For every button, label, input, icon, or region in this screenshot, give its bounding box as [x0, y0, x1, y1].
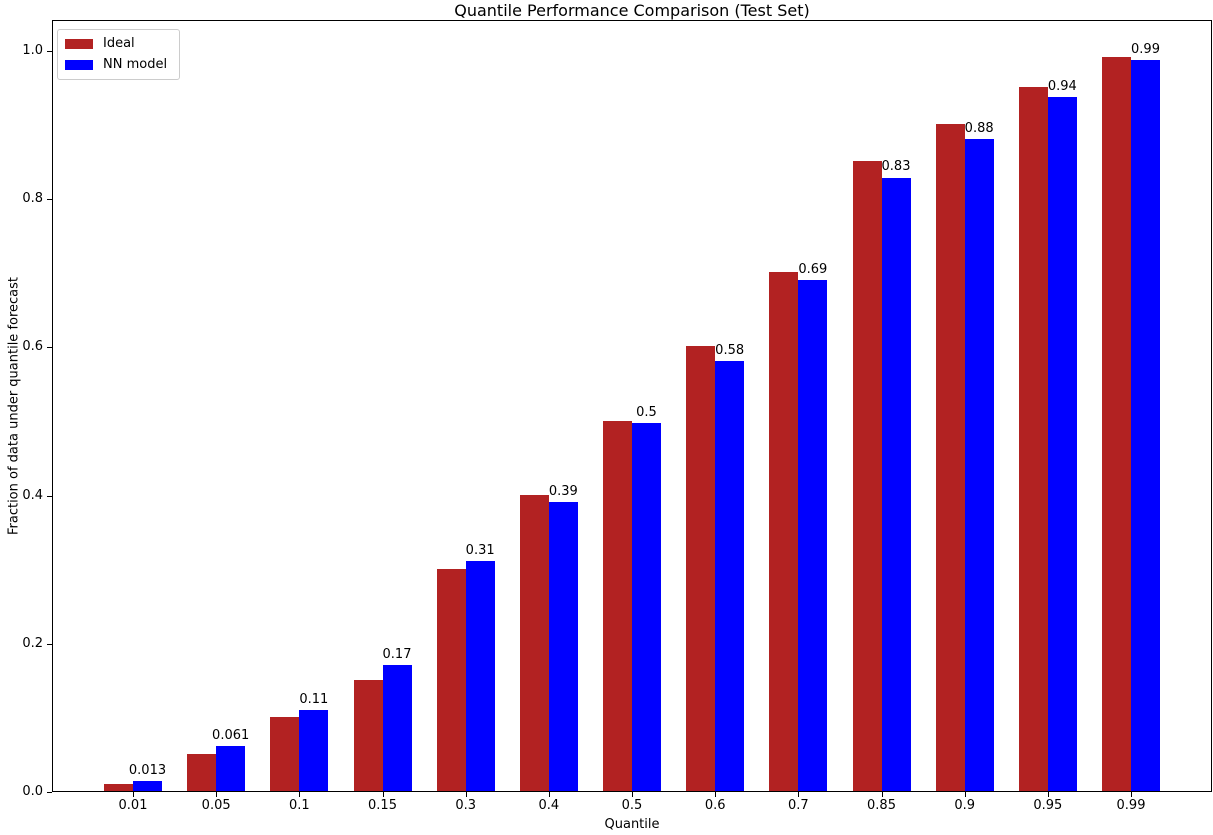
- y-tick-label-1.0: 1.0: [22, 43, 43, 58]
- bar-nn-model-0.4: [548, 502, 578, 791]
- bar-ideal-0.99: [1102, 57, 1131, 791]
- x-tick-label-0.6: 0.6: [704, 798, 726, 813]
- x-tick-label-0.5: 0.5: [621, 798, 643, 813]
- bar-ideal-0.6: [686, 346, 716, 791]
- chart-title: Quantile Performance Comparison (Test Se…: [454, 1, 810, 20]
- y-tick-label-0.4: 0.4: [22, 487, 43, 503]
- bar-ideal-0.85: [852, 161, 882, 791]
- bar-ideal-0.3: [436, 568, 466, 791]
- x-tick-label-0.95: 0.95: [1033, 798, 1063, 813]
- x-tick-mark-0.9: [964, 792, 966, 797]
- x-tick-label-0.3: 0.3: [455, 798, 476, 813]
- bar-nn-model-0.01: [133, 781, 162, 791]
- bar-nn-model-0.7: [798, 279, 828, 791]
- y-tick-label-0.8: 0.8: [22, 191, 43, 207]
- bar-ideal-0.5: [603, 420, 632, 791]
- x-tick-label-0.7: 0.7: [787, 798, 809, 813]
- bar-nn-model-0.15: [382, 665, 412, 791]
- legend: Ideal NN model: [57, 29, 181, 80]
- y-tick-label-0.6: 0.6: [22, 339, 43, 355]
- x-tick-mark-0.01: [133, 792, 134, 797]
- x-tick-mark-0.3: [465, 792, 467, 797]
- bar-ideal-0.9: [935, 124, 965, 791]
- legend-item-nn-model: NN model: [65, 57, 167, 73]
- bar-label-0.5: 0.5: [636, 404, 657, 420]
- bar-ideal-0.95: [1018, 87, 1048, 791]
- bar-label-0.1: 0.11: [299, 691, 329, 707]
- y-tick-mark-0.6: [47, 347, 52, 349]
- plot-area: Ideal NN model 0.013 0.061 0.11 0.17 0.31 0.39…: [52, 20, 1212, 792]
- x-tick-mark-0.05: [216, 792, 218, 797]
- x-tick-label-0.1: 0.1: [288, 798, 310, 813]
- legend-swatch-ideal: [65, 39, 93, 49]
- x-tick-mark-0.5: [632, 792, 633, 797]
- bar-ideal-0.4: [519, 494, 549, 791]
- bar-label-0.3: 0.31: [465, 543, 495, 559]
- bar-nn-model-0.5: [632, 422, 661, 791]
- bar-nn-model-0.85: [881, 177, 911, 791]
- x-tick-label-0.9: 0.9: [954, 798, 975, 813]
- y-tick-label-0.0: 0.0: [22, 784, 43, 799]
- bar-ideal-0.1: [270, 716, 300, 791]
- x-tick-mark-0.6: [715, 792, 717, 797]
- bar-nn-model-0.3: [465, 561, 495, 791]
- x-axis-label: Quantile: [604, 817, 660, 832]
- bar-ideal-0.05: [187, 753, 217, 791]
- bar-nn-model-0.1: [299, 709, 329, 791]
- x-tick-label-0.05: 0.05: [201, 798, 231, 813]
- x-tick-mark-0.1: [299, 792, 301, 797]
- x-tick-label-0.85: 0.85: [867, 798, 896, 813]
- bar-nn-model-0.95: [1047, 96, 1077, 791]
- bar-nn-model-0.05: [216, 745, 246, 791]
- bar-nn-model-0.9: [964, 138, 994, 791]
- bar-ideal-0.7: [769, 272, 799, 791]
- y-tick-mark-0.0: [47, 792, 52, 793]
- legend-swatch-nn-model: [65, 60, 93, 70]
- legend-label-nn-model: NN model: [103, 57, 168, 72]
- x-tick-mark-0.15: [382, 792, 384, 797]
- bar-label-0.95: 0.94: [1047, 78, 1077, 94]
- x-tick-mark-0.85: [881, 792, 883, 797]
- bar-label-0.9: 0.88: [964, 120, 994, 136]
- legend-item-ideal: Ideal: [65, 36, 167, 52]
- x-tick-mark-0.95: [1047, 792, 1049, 797]
- bar-label-0.01: 0.013: [128, 763, 167, 779]
- bar-nn-model-0.99: [1131, 59, 1160, 791]
- bar-ideal-0.01: [104, 783, 133, 791]
- x-tick-mark-0.4: [548, 792, 550, 797]
- bar-label-0.7: 0.69: [798, 261, 828, 277]
- bar-label-0.15: 0.17: [382, 647, 412, 663]
- x-tick-mark-0.7: [798, 792, 800, 797]
- y-tick-mark-0.8: [47, 199, 52, 201]
- x-tick-label-0.15: 0.15: [368, 798, 397, 813]
- y-tick-mark-0.4: [47, 495, 52, 497]
- x-tick-label-0.01: 0.01: [118, 798, 148, 813]
- x-tick-label-0.4: 0.4: [538, 798, 560, 813]
- y-tick-mark-1.0: [47, 51, 52, 52]
- bar-ideal-0.15: [353, 679, 383, 791]
- x-tick-mark-0.99: [1131, 792, 1132, 797]
- bar-nn-model-0.6: [715, 361, 745, 791]
- y-tick-mark-0.2: [47, 643, 52, 645]
- bar-label-0.99: 0.99: [1131, 41, 1160, 57]
- bar-label-0.05: 0.061: [212, 727, 250, 743]
- bar-label-0.6: 0.58: [715, 343, 745, 359]
- y-tick-label-0.2: 0.2: [22, 635, 43, 651]
- x-tick-label-0.99: 0.99: [1116, 798, 1146, 813]
- bar-label-0.4: 0.39: [548, 484, 578, 500]
- legend-label-ideal: Ideal: [103, 36, 135, 51]
- bar-label-0.85: 0.83: [881, 159, 911, 175]
